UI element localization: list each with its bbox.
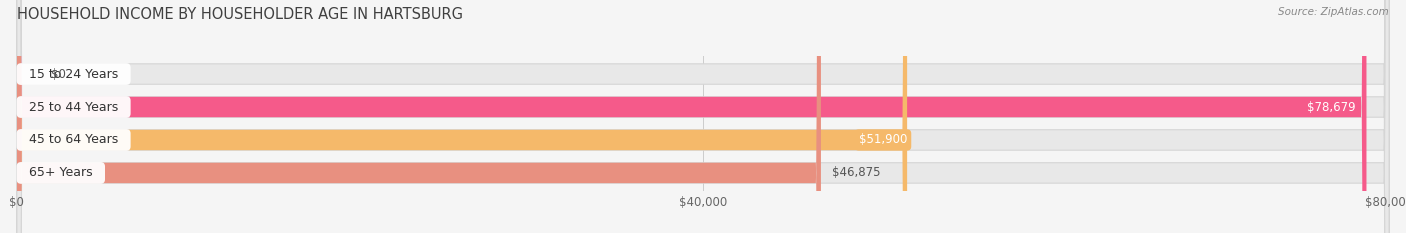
FancyBboxPatch shape [17, 0, 1367, 233]
Text: $0: $0 [51, 68, 66, 81]
Text: HOUSEHOLD INCOME BY HOUSEHOLDER AGE IN HARTSBURG: HOUSEHOLD INCOME BY HOUSEHOLDER AGE IN H… [17, 7, 463, 22]
Text: $46,875: $46,875 [832, 166, 880, 179]
Text: 65+ Years: 65+ Years [21, 166, 101, 179]
Text: 15 to 24 Years: 15 to 24 Years [21, 68, 127, 81]
FancyBboxPatch shape [17, 0, 1389, 233]
Text: $78,679: $78,679 [1306, 100, 1355, 113]
FancyBboxPatch shape [17, 0, 907, 233]
FancyBboxPatch shape [17, 0, 1389, 233]
FancyBboxPatch shape [17, 0, 821, 233]
FancyBboxPatch shape [17, 0, 1389, 233]
FancyBboxPatch shape [17, 0, 1389, 233]
Text: 45 to 64 Years: 45 to 64 Years [21, 134, 127, 147]
Text: $51,900: $51,900 [859, 134, 907, 147]
Text: Source: ZipAtlas.com: Source: ZipAtlas.com [1278, 7, 1389, 17]
Text: 25 to 44 Years: 25 to 44 Years [21, 100, 127, 113]
